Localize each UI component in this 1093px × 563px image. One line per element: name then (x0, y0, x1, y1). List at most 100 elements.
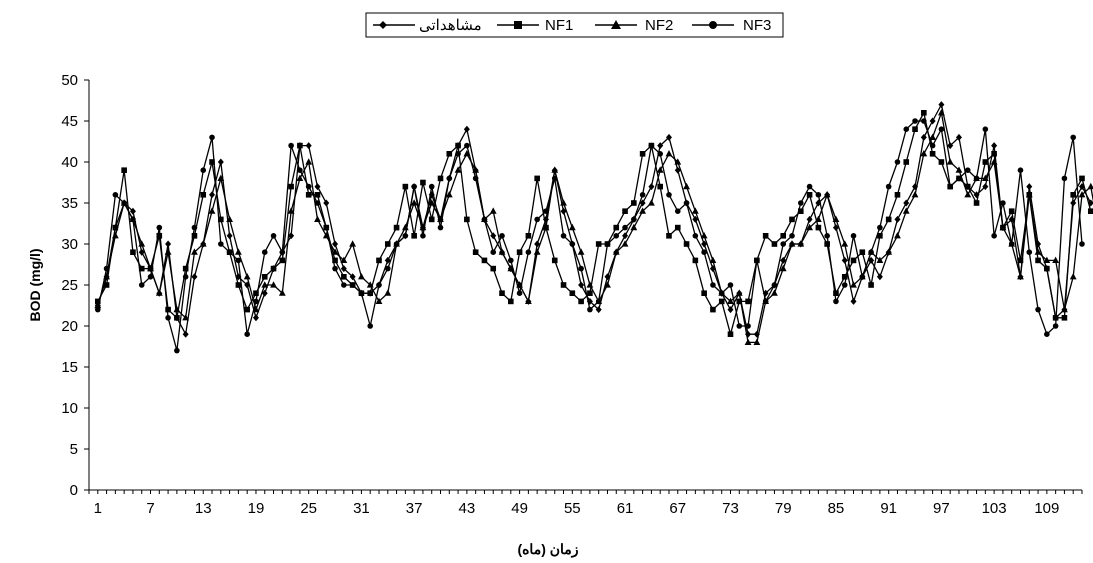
data-point (508, 298, 514, 305)
data-point (542, 223, 550, 231)
data-point (622, 208, 628, 214)
data-point (929, 117, 936, 125)
data-point (964, 167, 971, 173)
data-point (252, 314, 259, 322)
data-point (789, 216, 795, 223)
data-point (130, 249, 136, 255)
data-point (674, 166, 681, 174)
x-tick-label: 25 (300, 500, 317, 517)
data-point (1078, 191, 1086, 198)
data-point (191, 273, 198, 281)
data-point (340, 265, 347, 273)
data-point (657, 142, 664, 150)
data-point (455, 142, 461, 149)
data-point (973, 175, 980, 182)
data-point (683, 241, 690, 247)
data-point (455, 151, 461, 157)
data-point (569, 241, 576, 247)
data-point (622, 224, 628, 231)
data-point (894, 232, 901, 239)
data-point (1043, 256, 1051, 263)
x-tick-label: 43 (459, 500, 476, 517)
data-point (384, 241, 391, 247)
data-point (288, 142, 294, 149)
data-point (411, 183, 417, 190)
y-tick-label: 10 (61, 400, 78, 417)
data-point (1061, 315, 1068, 321)
data-point (1025, 191, 1033, 198)
data-point (499, 290, 505, 296)
data-point (1087, 182, 1093, 190)
data-point (490, 265, 497, 272)
data-point (218, 241, 224, 247)
data-point (278, 289, 286, 296)
data-point (1070, 192, 1077, 198)
data-point (990, 158, 998, 165)
data-point (701, 240, 708, 248)
x-axis-title: زمان (ماه) (517, 541, 578, 558)
data-point (297, 142, 303, 149)
data-point (270, 281, 277, 288)
data-point (947, 183, 953, 190)
x-tick-label: 19 (248, 500, 265, 517)
data-point (253, 298, 259, 305)
data-point (323, 199, 330, 207)
data-point (261, 281, 269, 288)
data-point (112, 224, 119, 231)
data-point (191, 248, 198, 255)
data-point (824, 233, 830, 239)
data-point (911, 191, 919, 198)
data-point (305, 142, 312, 150)
data-point (982, 126, 989, 132)
data-point (710, 282, 716, 288)
data-point (929, 142, 936, 149)
legend-item-series-1: مشاهداتی (373, 17, 482, 34)
data-point (314, 200, 321, 206)
data-point (991, 142, 998, 150)
data-point (112, 192, 119, 198)
data-point (323, 224, 330, 231)
x-tick-label: 13 (195, 500, 212, 517)
data-point (771, 289, 778, 296)
data-point (366, 281, 374, 288)
data-point (587, 306, 593, 313)
data-point (234, 248, 242, 255)
data-point (217, 174, 225, 181)
data-point (279, 249, 286, 255)
data-point (806, 223, 813, 231)
legend-diamond-icon (379, 21, 387, 29)
data-point (578, 281, 585, 289)
data-point (639, 199, 646, 207)
data-point (156, 224, 163, 231)
data-point (938, 126, 945, 132)
data-point (420, 179, 426, 186)
data-point (507, 264, 515, 272)
data-point (964, 183, 971, 190)
data-point (437, 175, 444, 182)
data-point (1079, 241, 1085, 247)
data-point (587, 290, 593, 296)
data-point (332, 240, 339, 248)
legend-item-series-4: NF3 (692, 17, 771, 34)
data-point (173, 305, 181, 313)
data-point (384, 256, 391, 264)
legend-square-icon (514, 21, 522, 29)
data-point (174, 315, 180, 321)
data-point (727, 282, 734, 288)
data-point (331, 248, 339, 255)
data-point (165, 306, 171, 313)
data-point (622, 232, 629, 240)
data-point (525, 233, 532, 239)
data-point (780, 241, 787, 247)
data-point (604, 281, 611, 288)
data-point (525, 249, 532, 255)
data-point (648, 183, 655, 191)
series-line (97, 110, 1092, 337)
data-point (1034, 248, 1042, 255)
data-point (121, 200, 127, 206)
data-point (613, 233, 620, 239)
data-point (920, 150, 928, 157)
data-point (498, 248, 506, 255)
x-tick-label: 7 (146, 500, 154, 517)
data-point (674, 224, 681, 231)
